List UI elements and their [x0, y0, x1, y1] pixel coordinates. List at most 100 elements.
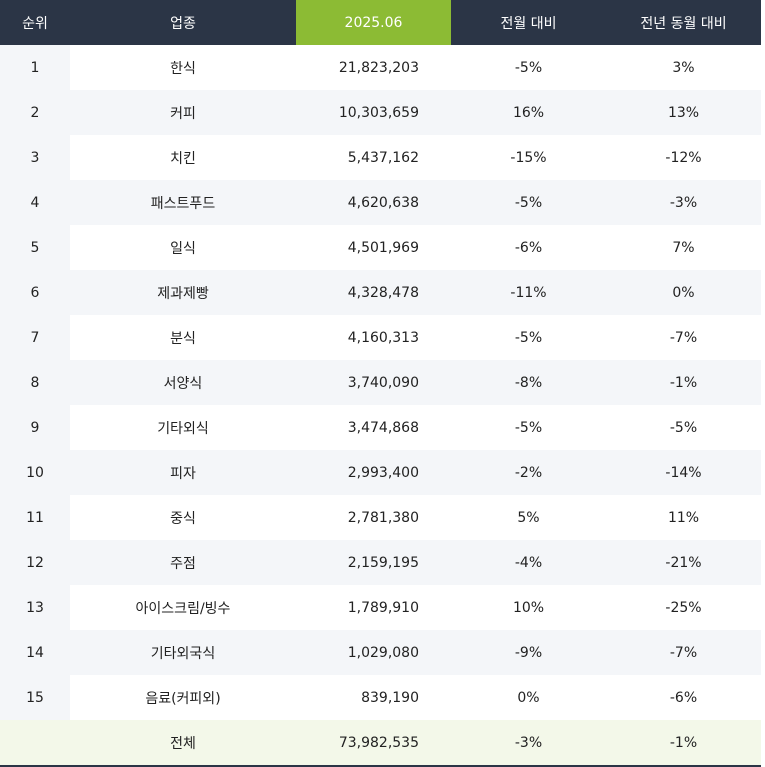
value-cell: 2,781,380 [347, 509, 419, 526]
value-cell: 4,328,478 [296, 270, 451, 315]
value-cell: 1,029,080 [296, 630, 451, 675]
rank-cell: 6 [0, 270, 70, 315]
rank-cell: 11 [0, 495, 70, 540]
value-cell: 4,501,969 [347, 239, 419, 256]
category-cell: 서양식 [70, 360, 296, 405]
table-row: 2 커피 10,303,659 16% 13% [0, 90, 761, 135]
mom-cell: -8% [451, 360, 606, 405]
mom-cell: -5% [514, 59, 543, 76]
yoy-cell: -7% [606, 630, 761, 675]
header-yoy: 전년 동월 대비 [606, 0, 761, 45]
rank-cell: 1 [0, 45, 70, 90]
category-cell: 음료(커피외) [145, 690, 221, 707]
value-cell: 2,993,400 [296, 450, 451, 495]
category-cell: 기타외국식 [70, 630, 296, 675]
mom-cell: -5% [451, 180, 606, 225]
yoy-cell: 7% [672, 239, 695, 256]
header-rank: 순위 [0, 0, 70, 45]
value-cell: 5,437,162 [347, 149, 419, 166]
yoy-cell: -6% [669, 689, 698, 706]
mom-cell: -2% [451, 450, 606, 495]
header-mom: 전월 대비 [451, 0, 606, 45]
rank-cell: 7 [0, 315, 70, 360]
header-row: 순위 업종 2025.06 전월 대비 전년 동월 대비 [0, 0, 761, 45]
table-row: 6 제과제빵 4,328,478 -11% 0% [0, 270, 761, 315]
rank-cell: 8 [0, 360, 70, 405]
mom-cell: 16% [451, 90, 606, 135]
category-cell: 제과제빵 [70, 270, 296, 315]
header-period: 2025.06 [296, 0, 451, 45]
category-cell: 패스트푸드 [70, 180, 296, 225]
value-cell: 4,620,638 [296, 180, 451, 225]
rank-cell: 13 [0, 585, 70, 630]
yoy-cell: -25% [665, 599, 702, 616]
value-cell: 10,303,659 [296, 90, 451, 135]
value-cell: 839,190 [361, 689, 419, 706]
total-rank-cell [0, 720, 70, 765]
mom-cell: -5% [514, 329, 543, 346]
table-row: 8 서양식 3,740,090 -8% -1% [0, 360, 761, 405]
table-row: 7 분식 4,160,313 -5% -7% [0, 315, 761, 360]
category-cell: 분식 [170, 330, 196, 347]
category-cell: 한식 [170, 60, 196, 77]
mom-cell: -11% [451, 270, 606, 315]
table-body: 1 한식 21,823,203 -5% 3% 2 커피 10,303,659 1… [0, 45, 761, 765]
category-cell: 중식 [170, 510, 196, 527]
total-mom-cell: -3% [451, 720, 606, 765]
table-row: 15 음료(커피외) 839,190 0% -6% [0, 675, 761, 720]
category-cell: 치킨 [170, 150, 196, 167]
rank-cell: 5 [0, 225, 70, 270]
yoy-cell: -1% [606, 360, 761, 405]
table-row: 9 기타외식 3,474,868 -5% -5% [0, 405, 761, 450]
category-cell: 피자 [70, 450, 296, 495]
table-row: 1 한식 21,823,203 -5% 3% [0, 45, 761, 90]
value-cell: 3,474,868 [347, 419, 419, 436]
table-row: 3 치킨 5,437,162 -15% -12% [0, 135, 761, 180]
mom-cell: -4% [451, 540, 606, 585]
category-cell: 아이스크림/빙수 [135, 600, 231, 617]
mom-cell: -15% [510, 149, 547, 166]
total-row: 전체 73,982,535 -3% -1% [0, 720, 761, 765]
yoy-cell: 11% [667, 509, 700, 526]
category-cell: 주점 [70, 540, 296, 585]
mom-cell: -5% [514, 419, 543, 436]
rank-cell: 10 [0, 450, 70, 495]
yoy-cell: 13% [606, 90, 761, 135]
yoy-cell: -12% [665, 149, 702, 166]
value-cell: 2,159,195 [296, 540, 451, 585]
mom-cell: -9% [451, 630, 606, 675]
yoy-cell: -21% [606, 540, 761, 585]
yoy-cell: -14% [606, 450, 761, 495]
table-row: 5 일식 4,501,969 -6% 7% [0, 225, 761, 270]
yoy-cell: -5% [669, 419, 698, 436]
mom-cell: 5% [517, 509, 540, 526]
value-cell: 3,740,090 [296, 360, 451, 405]
rank-cell: 2 [0, 90, 70, 135]
table-row: 13 아이스크림/빙수 1,789,910 10% -25% [0, 585, 761, 630]
yoy-cell: 3% [672, 59, 695, 76]
total-value-cell: 73,982,535 [296, 720, 451, 765]
table-row: 10 피자 2,993,400 -2% -14% [0, 450, 761, 495]
value-cell: 1,789,910 [347, 599, 419, 616]
rank-cell: 15 [0, 675, 70, 720]
header-category: 업종 [70, 0, 296, 45]
rank-cell: 14 [0, 630, 70, 675]
table-row: 4 패스트푸드 4,620,638 -5% -3% [0, 180, 761, 225]
total-label-cell: 전체 [70, 720, 296, 765]
table-bottom-border [0, 765, 761, 767]
mom-cell: -6% [514, 239, 543, 256]
table-row: 12 주점 2,159,195 -4% -21% [0, 540, 761, 585]
rank-cell: 3 [0, 135, 70, 180]
table-header: 순위 업종 2025.06 전월 대비 전년 동월 대비 [0, 0, 761, 45]
total-yoy-cell: -1% [606, 720, 761, 765]
category-cell: 기타외식 [157, 420, 209, 437]
table-row: 14 기타외국식 1,029,080 -9% -7% [0, 630, 761, 675]
category-cell: 커피 [70, 90, 296, 135]
rank-cell: 4 [0, 180, 70, 225]
value-cell: 4,160,313 [347, 329, 419, 346]
rank-cell: 12 [0, 540, 70, 585]
rank-cell: 9 [0, 405, 70, 450]
table-row: 11 중식 2,781,380 5% 11% [0, 495, 761, 540]
category-cell: 일식 [170, 240, 196, 257]
